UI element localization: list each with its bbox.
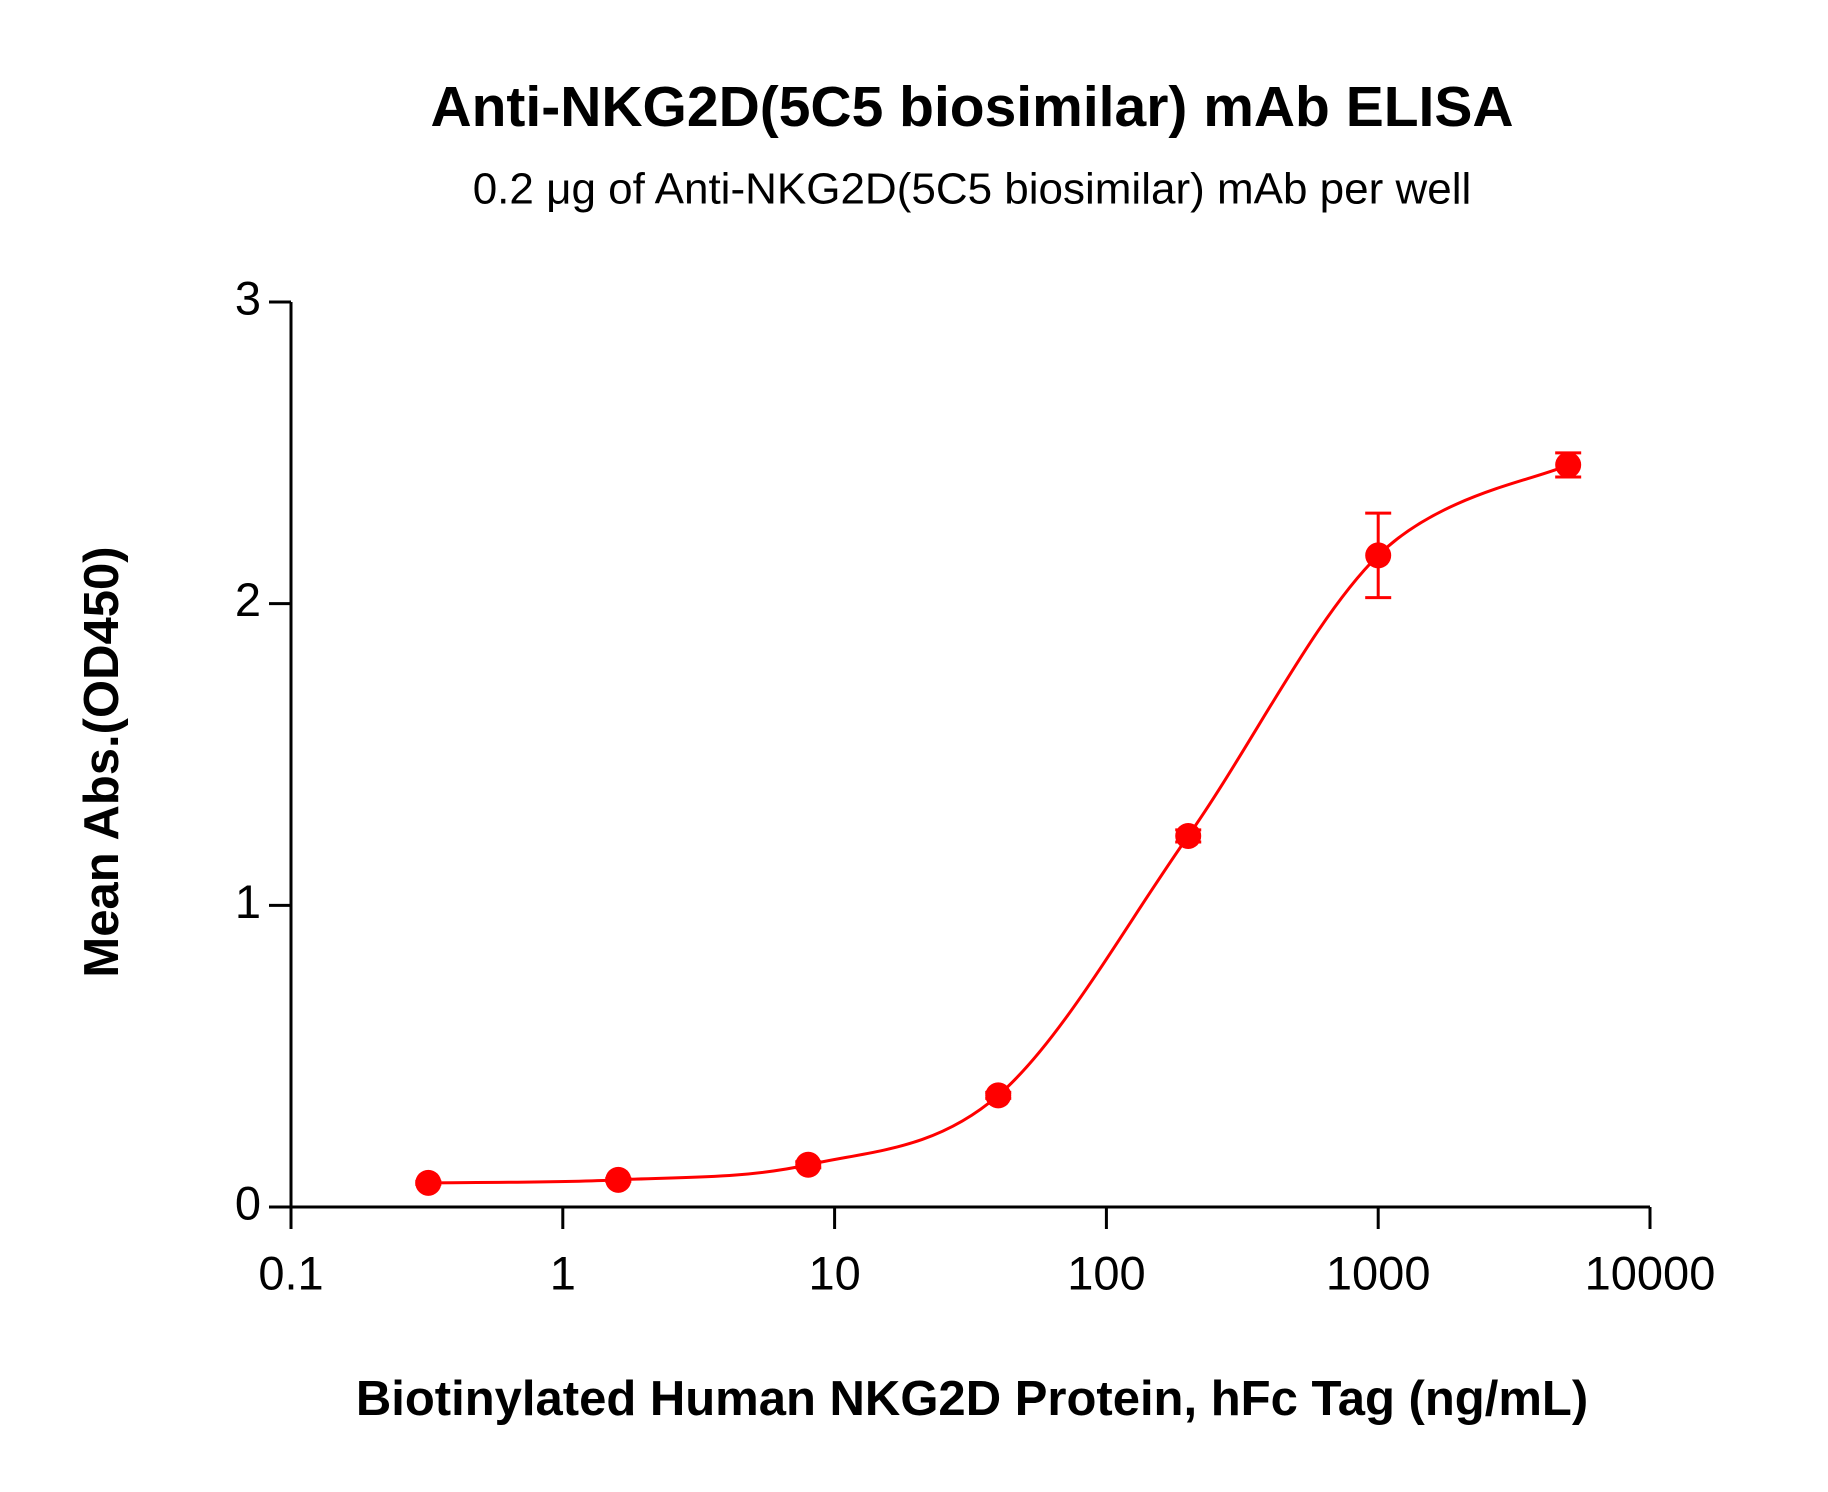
fit-curve <box>428 463 1569 1185</box>
data-point <box>1365 542 1392 569</box>
x-axis-label: Biotinylated Human NKG2D Protein, hFc Ta… <box>356 1372 1588 1426</box>
data-point <box>605 1166 632 1193</box>
y-tick-label: 1 <box>235 875 261 928</box>
y-axis-label: Mean Abs.(OD450) <box>75 546 129 977</box>
y-tick-label: 2 <box>235 573 261 626</box>
x-tick-label: 10000 <box>1585 1246 1716 1299</box>
y-tick-label: 3 <box>235 271 261 324</box>
data-point <box>1555 451 1582 478</box>
x-tick-label: 10 <box>808 1246 860 1299</box>
y-tick-label: 0 <box>235 1176 261 1229</box>
data-point <box>415 1169 442 1196</box>
x-tick-label: 0.1 <box>258 1246 323 1299</box>
x-tick-label: 1 <box>550 1246 576 1299</box>
data-point <box>985 1082 1012 1109</box>
x-tick-label: 1000 <box>1326 1246 1431 1299</box>
chart-title: Anti-NKG2D(5C5 biosimilar) mAb ELISA <box>430 75 1513 139</box>
data-point <box>1175 822 1202 849</box>
x-tick-label: 100 <box>1067 1246 1145 1299</box>
chart-subtitle: 0.2 μg of Anti-NKG2D(5C5 biosimilar) mAb… <box>473 165 1472 214</box>
data-point <box>795 1151 822 1178</box>
